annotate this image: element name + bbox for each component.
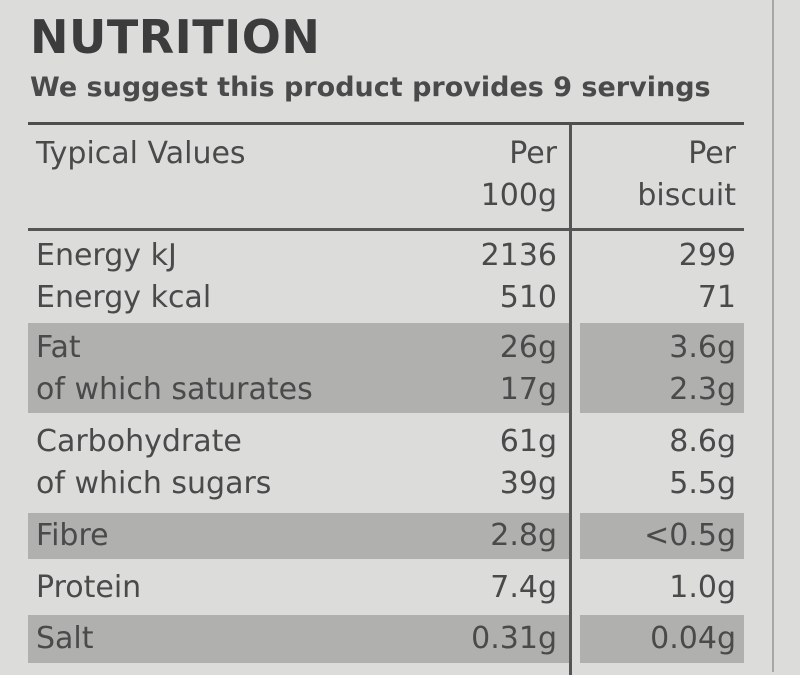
label-sugars: of which sugars bbox=[36, 466, 272, 501]
servings-subtitle: We suggest this product provides 9 servi… bbox=[30, 72, 711, 103]
value-protein-100g: 7.4g bbox=[490, 570, 557, 605]
header-per-biscuit-line1: Per bbox=[688, 136, 736, 171]
value-fibre-100g: 2.8g bbox=[490, 518, 557, 553]
label-fat: Fat bbox=[36, 330, 81, 365]
per-biscuit-carbohydrate: 8.6g 5.5g bbox=[580, 421, 744, 509]
label-energy-kj: Energy kJ bbox=[36, 238, 177, 273]
table-header-row: Typical Values Per 100g Per biscuit bbox=[28, 133, 744, 225]
header-per-biscuit-line2: biscuit bbox=[637, 178, 736, 213]
value-energy-kcal-biscuit: 71 bbox=[697, 280, 736, 315]
table-row-energy: Energy kJ Energy kcal 2136 510 299 71 bbox=[28, 235, 744, 323]
header-divider bbox=[28, 228, 744, 231]
header-per-100g-line2: 100g bbox=[480, 178, 557, 213]
per-100g-fat: 26g 17g bbox=[28, 323, 569, 413]
value-carbohydrate-biscuit: 8.6g bbox=[669, 424, 736, 459]
label-carbohydrate: Carbohydrate bbox=[36, 424, 242, 459]
table-row-fibre: Fibre 2.8g <0.5g bbox=[28, 513, 744, 559]
value-carbohydrate-100g: 61g bbox=[499, 424, 557, 459]
value-fibre-biscuit: <0.5g bbox=[580, 513, 744, 559]
value-energy-kj-100g: 2136 bbox=[480, 238, 557, 273]
table-row-fat: Fat of which saturates 26g 17g 3.6g 2.3g bbox=[28, 323, 744, 413]
header-typical-values: Typical Values bbox=[36, 136, 246, 171]
nutrition-table: Typical Values Per 100g Per biscuit Ener… bbox=[28, 122, 744, 675]
value-saturates-100g: 17g bbox=[499, 372, 557, 407]
value-energy-kcal-100g: 510 bbox=[499, 280, 557, 315]
row-label-carbohydrate: Carbohydrate of which sugars bbox=[28, 421, 569, 509]
value-salt-biscuit: 0.04g bbox=[580, 615, 744, 663]
value-sugars-100g: 39g bbox=[499, 466, 557, 501]
value-fat-biscuit: 3.6g bbox=[669, 330, 736, 365]
table-row-protein: Protein 7.4g 1.0g bbox=[28, 565, 744, 611]
row-label-fat: Fat of which saturates bbox=[28, 323, 569, 413]
value-salt-100g: 0.31g bbox=[471, 621, 557, 656]
table-row-salt: Salt 0.31g 0.04g bbox=[28, 615, 744, 663]
value-sugars-biscuit: 5.5g bbox=[669, 466, 736, 501]
value-protein-biscuit: 1.0g bbox=[669, 570, 736, 605]
column-divider bbox=[569, 125, 572, 675]
panel-edge-line bbox=[772, 0, 774, 672]
value-fat-100g: 26g bbox=[499, 330, 557, 365]
value-energy-kj-biscuit: 299 bbox=[678, 238, 736, 273]
per-biscuit-energy: 299 71 bbox=[580, 235, 744, 323]
per-100g-carbohydrate: 61g 39g bbox=[28, 421, 569, 509]
header-per-biscuit: Per biscuit bbox=[580, 133, 744, 225]
label-protein: Protein bbox=[36, 570, 142, 605]
header-per-100g: Per 100g bbox=[28, 133, 569, 225]
label-saturates: of which saturates bbox=[36, 372, 313, 407]
table-row-carbohydrate: Carbohydrate of which sugars 61g 39g 8.6… bbox=[28, 421, 744, 509]
value-saturates-biscuit: 2.3g bbox=[669, 372, 736, 407]
per-biscuit-fat: 3.6g 2.3g bbox=[580, 323, 744, 413]
label-salt: Salt bbox=[28, 615, 569, 663]
label-energy-kcal: Energy kcal bbox=[36, 280, 212, 315]
header-per-100g-line1: Per bbox=[509, 136, 557, 171]
row-label-energy: Energy kJ Energy kcal bbox=[28, 235, 569, 323]
page-title: NUTRITION bbox=[30, 10, 321, 64]
label-fibre: Fibre bbox=[28, 513, 569, 559]
per-100g-energy: 2136 510 bbox=[28, 235, 569, 323]
